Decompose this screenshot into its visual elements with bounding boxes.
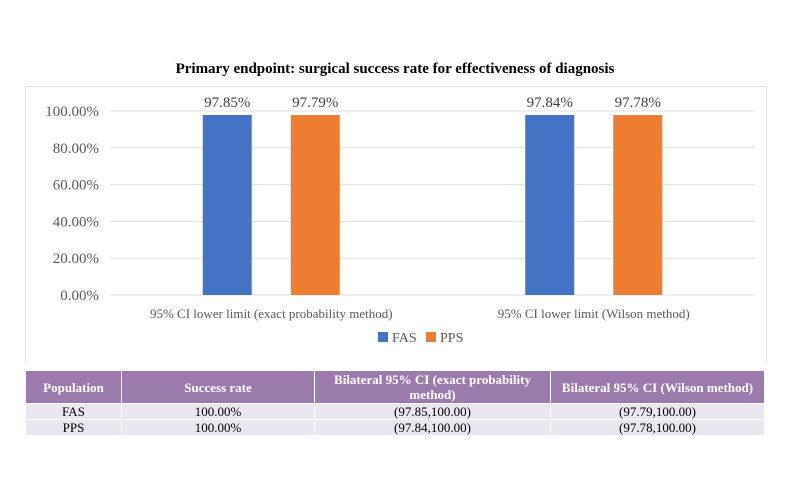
legend-label: PPS: [440, 331, 463, 346]
header-population: Population: [25, 370, 122, 404]
header-exact-ci: Bilateral 95% CI (exact probability meth…: [314, 370, 551, 404]
chart-area: [25, 86, 767, 362]
y-tick-label: 0.00%: [60, 288, 99, 304]
cell: (97.85,100.00): [314, 403, 551, 420]
table-header-row: Population Success rate Bilateral 95% CI…: [25, 370, 765, 404]
data-label: 97.84%: [527, 95, 573, 111]
x-tick-label: 95% CI lower limit (Wilson method): [498, 306, 690, 321]
data-label: 97.78%: [615, 95, 661, 111]
cell: 100.00%: [121, 403, 315, 420]
cell: 100.00%: [121, 419, 315, 436]
cell: (97.79,100.00): [550, 403, 765, 420]
data-label: 97.85%: [204, 95, 250, 111]
cell: PPS: [25, 419, 122, 436]
cell: FAS: [25, 403, 122, 420]
y-tick-label: 100.00%: [45, 104, 99, 120]
legend-swatch: [378, 332, 388, 342]
chart-title: Primary endpoint: surgical success rate …: [175, 61, 615, 77]
table-row: FAS 100.00% (97.85,100.00) (97.79,100.00…: [25, 403, 765, 420]
header-wilson-ci: Bilateral 95% CI (Wilson method): [550, 370, 765, 404]
bar-pps: [613, 115, 663, 295]
data-label: 97.79%: [292, 95, 338, 111]
header-success-rate: Success rate: [121, 370, 315, 404]
bar-fas: [202, 114, 252, 296]
cell: (97.84,100.00): [314, 419, 551, 436]
y-tick-label: 20.00%: [53, 251, 99, 267]
legend-label: FAS: [392, 331, 417, 346]
y-tick-label: 60.00%: [53, 178, 99, 194]
results-table: Population Success rate Bilateral 95% CI…: [25, 370, 765, 436]
y-tick-label: 80.00%: [53, 141, 99, 157]
bar-fas: [525, 114, 575, 296]
y-tick-label: 40.00%: [53, 214, 99, 230]
table-row: PPS 100.00% (97.84,100.00) (97.78,100.00…: [25, 419, 765, 436]
cell: (97.78,100.00): [550, 419, 765, 436]
x-tick-label: 95% CI lower limit (exact probability me…: [150, 306, 393, 321]
legend-swatch: [426, 332, 436, 342]
bar-pps: [290, 115, 340, 295]
bar-chart: 0.00% 20.00% 40.00% 60.00% 80.00% 100.00% 95% …: [45, 95, 755, 346]
